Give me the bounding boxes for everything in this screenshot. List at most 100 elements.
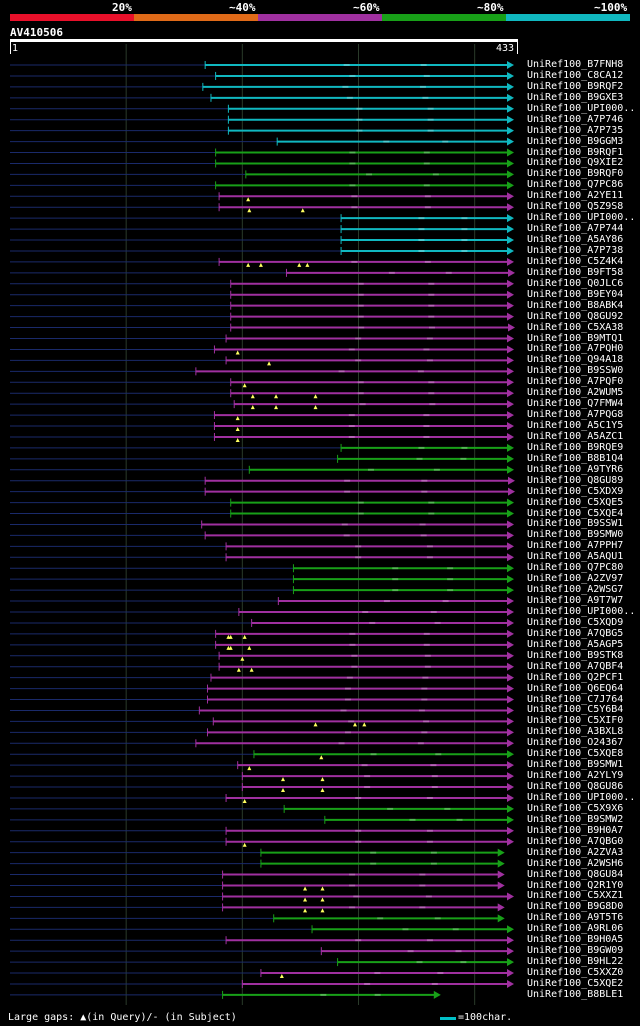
hit-row[interactable] xyxy=(10,575,514,584)
hit-name[interactable]: UniRef100_B9SSW1 xyxy=(527,518,624,530)
hit-name[interactable]: UniRef100_B9G8D0 xyxy=(527,901,624,913)
hit-name[interactable]: UniRef100_Q0JLC6 xyxy=(527,277,624,289)
hit-row[interactable] xyxy=(10,246,514,255)
hit-row[interactable] xyxy=(10,542,514,551)
hit-row[interactable] xyxy=(10,170,514,179)
hit-name[interactable]: UniRef100_A2ZV97 xyxy=(527,573,624,585)
hit-name[interactable]: UniRef100_UPI000.. xyxy=(527,102,636,114)
hit-name[interactable]: UniRef100_Q7PC86 xyxy=(527,179,624,191)
hit-name[interactable]: UniRef100_Q7PC80 xyxy=(527,562,624,574)
hit-name[interactable]: UniRef100_O24367 xyxy=(527,737,624,749)
hit-row[interactable] xyxy=(10,520,514,529)
hit-name[interactable]: UniRef100_C5XQE5 xyxy=(527,496,624,508)
hit-name[interactable]: UniRef100_A3BXL8 xyxy=(527,726,624,738)
hit-row[interactable] xyxy=(10,137,514,146)
hit-row[interactable] xyxy=(10,93,514,102)
hit-row[interactable] xyxy=(10,389,514,399)
hit-name[interactable]: UniRef100_A5AQU1 xyxy=(527,551,624,563)
hit-row[interactable] xyxy=(10,979,514,988)
hit-name[interactable]: UniRef100_B9GW09 xyxy=(527,945,624,957)
hit-name[interactable]: UniRef100_C5X9X6 xyxy=(527,802,624,814)
hit-name[interactable]: UniRef100_A2WSG7 xyxy=(527,584,624,596)
hit-row[interactable] xyxy=(10,914,505,923)
hit-name[interactable]: UniRef100_B9FT58 xyxy=(527,266,624,278)
hit-row[interactable] xyxy=(10,793,514,803)
hit-row[interactable] xyxy=(10,629,514,639)
hit-name[interactable]: UniRef100_B9MTQ1 xyxy=(527,332,624,344)
hit-row[interactable] xyxy=(10,772,514,782)
hit-row[interactable] xyxy=(10,345,514,355)
hit-name[interactable]: UniRef100_B9RQF1 xyxy=(527,146,624,158)
hit-name[interactable]: UniRef100_C5XQE4 xyxy=(527,507,624,519)
hit-name[interactable]: UniRef100_UPI000.. xyxy=(527,212,636,224)
hit-name[interactable]: UniRef100_C5XQD9 xyxy=(527,616,624,628)
hit-row[interactable] xyxy=(10,126,514,135)
hit-name[interactable]: UniRef100_A2WUM5 xyxy=(527,387,624,399)
hit-row[interactable] xyxy=(10,148,514,157)
hit-row[interactable] xyxy=(10,159,514,168)
hit-row[interactable] xyxy=(10,804,514,813)
hit-row[interactable] xyxy=(10,859,505,868)
hit-name[interactable]: UniRef100_A7PQG8 xyxy=(527,409,624,421)
hit-row[interactable] xyxy=(10,509,514,518)
hit-row[interactable] xyxy=(10,564,514,573)
hit-row[interactable] xyxy=(10,61,514,69)
hit-row[interactable] xyxy=(10,115,514,124)
hit-row[interactable] xyxy=(10,903,505,913)
hit-row[interactable] xyxy=(10,695,514,704)
hit-row[interactable] xyxy=(10,761,514,771)
hit-name[interactable]: UniRef100_B9SSW0 xyxy=(527,365,624,377)
hit-name[interactable]: UniRef100_B8BLE1 xyxy=(527,988,624,1000)
hit-row[interactable] xyxy=(10,257,514,267)
hit-row[interactable] xyxy=(10,82,514,91)
hit-name[interactable]: UniRef100_A7PQH0 xyxy=(527,343,624,355)
hit-row[interactable] xyxy=(10,192,514,202)
hit-name[interactable]: UniRef100_A5AY86 xyxy=(527,234,624,246)
hit-row[interactable] xyxy=(10,739,514,748)
hit-row[interactable] xyxy=(10,662,514,672)
hit-name[interactable]: UniRef100_A2WSH6 xyxy=(527,857,624,869)
hit-name[interactable]: UniRef100_A9T7W7 xyxy=(527,595,624,607)
hit-row[interactable] xyxy=(10,651,514,661)
hit-row[interactable] xyxy=(10,487,515,496)
hit-name[interactable]: UniRef100_B9STK8 xyxy=(527,649,624,661)
hit-name[interactable]: UniRef100_A9T5T6 xyxy=(527,912,624,924)
hit-row[interactable] xyxy=(10,608,514,616)
hit-row[interactable] xyxy=(10,717,514,727)
hit-name[interactable]: UniRef100_B9SMW1 xyxy=(527,759,624,771)
hit-row[interactable] xyxy=(10,870,505,879)
hit-row[interactable] xyxy=(10,356,514,366)
hit-name[interactable]: UniRef100_C5XDX9 xyxy=(527,485,624,497)
hit-name[interactable]: UniRef100_C7J764 xyxy=(527,693,624,705)
hit-row[interactable] xyxy=(10,71,514,80)
hit-row[interactable] xyxy=(10,290,514,299)
hit-row[interactable] xyxy=(10,454,514,463)
hit-row[interactable] xyxy=(10,618,514,627)
hit-name[interactable]: UniRef100_C8CA12 xyxy=(527,69,624,81)
hit-name[interactable]: UniRef100_A7P735 xyxy=(527,124,624,136)
hit-row[interactable] xyxy=(10,181,514,190)
hit-row[interactable] xyxy=(10,586,514,595)
hit-row[interactable] xyxy=(10,848,505,857)
hit-name[interactable]: UniRef100_B9EY04 xyxy=(527,288,624,300)
hit-name[interactable]: UniRef100_Q94A18 xyxy=(527,354,624,366)
hit-row[interactable] xyxy=(10,432,514,442)
hit-row[interactable] xyxy=(10,925,514,934)
hit-name[interactable]: UniRef100_C5XXZ1 xyxy=(527,890,624,902)
hit-row[interactable] xyxy=(10,465,514,474)
hit-name[interactable]: UniRef100_A7P744 xyxy=(527,223,624,235)
hit-name[interactable]: UniRef100_B8ABK4 xyxy=(527,299,624,311)
hit-row[interactable] xyxy=(10,498,514,507)
hit-name[interactable]: UniRef100_Q8GU84 xyxy=(527,868,624,880)
hit-name[interactable]: UniRef100_C5Y6B4 xyxy=(527,704,624,716)
hit-name[interactable]: UniRef100_Q8GU86 xyxy=(527,781,624,793)
hit-name[interactable]: UniRef100_C5XQE2 xyxy=(527,977,624,989)
hit-name[interactable]: UniRef100_Q2R1Y0 xyxy=(527,879,624,891)
hit-row[interactable] xyxy=(10,301,514,310)
hit-name[interactable]: UniRef100_B9SMW0 xyxy=(527,529,624,541)
hit-row[interactable] xyxy=(10,706,514,715)
hit-row[interactable] xyxy=(10,597,514,606)
hit-name[interactable]: UniRef100_C5XIF0 xyxy=(527,715,624,727)
hit-row[interactable] xyxy=(10,969,514,979)
hit-row[interactable] xyxy=(10,378,514,388)
